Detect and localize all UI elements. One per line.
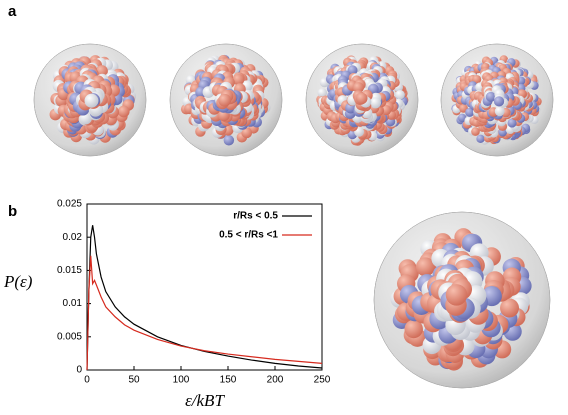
x-tick-label: 0	[84, 375, 90, 386]
bead	[223, 135, 235, 146]
bead	[370, 97, 381, 109]
bead	[465, 107, 475, 117]
bead	[117, 105, 130, 118]
y-tick-label: 0.015	[57, 265, 82, 276]
bead	[355, 92, 368, 105]
y-tick-label: 0.005	[57, 331, 82, 342]
legend-label: 0.5 < r/Rs <1	[219, 230, 278, 241]
bead	[500, 298, 520, 318]
bead	[232, 73, 245, 86]
bead	[445, 284, 468, 306]
y-tick-label: 0	[76, 365, 82, 376]
panel-label: a	[8, 3, 17, 20]
series-line	[86, 225, 323, 371]
bead	[317, 88, 328, 98]
bead	[507, 118, 517, 128]
bead	[95, 65, 108, 78]
x-tick-label: 250	[314, 375, 331, 386]
bead	[415, 257, 435, 277]
x-tick-label: 50	[128, 375, 140, 386]
bead	[471, 127, 480, 136]
x-tick-label: 150	[220, 375, 237, 386]
bead	[84, 93, 99, 108]
shell-glass	[440, 43, 554, 157]
shell-glass	[33, 43, 147, 157]
bead	[404, 319, 423, 339]
x-tick-label: 200	[267, 375, 284, 386]
bead	[485, 91, 496, 102]
bead	[493, 96, 505, 107]
x-axis-label: ε/kBT	[185, 391, 225, 410]
shell-glass	[305, 43, 419, 157]
y-axis-label: P(ε)	[3, 272, 33, 291]
bead	[494, 106, 505, 117]
plot-frame	[86, 203, 323, 371]
bead	[476, 134, 485, 144]
y-tick-label: 0.02	[63, 232, 83, 243]
shell-glass	[169, 43, 283, 157]
bead	[458, 113, 467, 123]
bead	[352, 82, 364, 94]
series-line	[86, 255, 323, 371]
x-tick-label: 100	[173, 375, 190, 386]
panel-label: b	[8, 203, 17, 220]
bead	[395, 89, 405, 100]
y-tick-label: 0.01	[63, 298, 83, 309]
bead	[218, 93, 232, 107]
y-tick-label: 0.025	[57, 199, 82, 210]
shell-glass	[373, 211, 551, 389]
bead	[241, 127, 253, 139]
legend-label: r/Rs < 0.5	[233, 211, 278, 222]
